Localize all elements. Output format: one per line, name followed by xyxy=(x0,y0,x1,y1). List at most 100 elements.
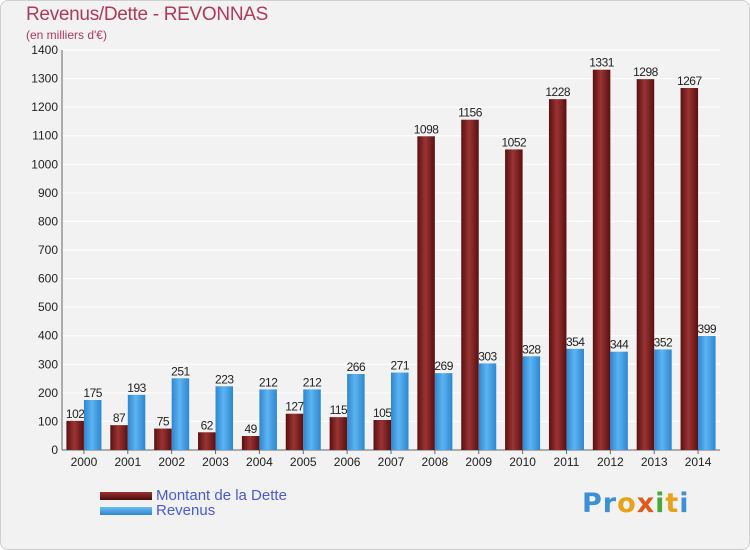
bar-revenus xyxy=(347,374,365,450)
bar-dette xyxy=(461,119,479,450)
x-tick-label: 2014 xyxy=(685,455,712,469)
data-label-dette: 127 xyxy=(285,400,304,414)
bar-revenus xyxy=(127,394,146,450)
x-tick-label: 2012 xyxy=(597,455,624,469)
bar-dette xyxy=(417,136,435,451)
data-label-revenus: 344 xyxy=(610,338,629,352)
data-label-revenus: 271 xyxy=(390,359,409,373)
data-label-revenus: 399 xyxy=(698,322,717,336)
data-label-dette: 87 xyxy=(113,411,126,425)
data-label-dette: 115 xyxy=(330,403,348,417)
data-label-dette: 1228 xyxy=(545,85,571,99)
y-tick-label: 200 xyxy=(38,386,58,400)
data-label-revenus: 223 xyxy=(215,372,234,386)
data-label-dette: 105 xyxy=(373,406,392,420)
x-tick-label: 2013 xyxy=(641,455,668,469)
y-tick-label: 1200 xyxy=(31,100,58,114)
x-tick-label: 2010 xyxy=(509,455,536,469)
x-tick-label: 2011 xyxy=(554,455,580,469)
bar-revenus xyxy=(434,373,453,450)
bar-revenus xyxy=(259,389,277,450)
data-label-revenus: 328 xyxy=(522,342,541,356)
bar-revenus xyxy=(215,386,234,450)
data-label-revenus: 212 xyxy=(303,375,322,389)
bar-dette xyxy=(241,436,260,450)
legend-label-dette: Montant de la Dette xyxy=(156,487,287,504)
data-label-revenus: 175 xyxy=(83,386,102,400)
data-label-dette: 1298 xyxy=(633,65,659,79)
bar-dette xyxy=(110,425,128,450)
data-label-dette: 75 xyxy=(157,415,170,429)
y-tick-label: 1300 xyxy=(31,72,58,86)
bar-dette xyxy=(592,69,611,450)
logo-letter: r xyxy=(602,488,618,519)
data-label-dette: 102 xyxy=(66,407,85,421)
legend-item-dette: Montant de la Dette xyxy=(100,487,287,504)
y-tick-label: 300 xyxy=(38,357,58,371)
data-label-dette: 1267 xyxy=(677,74,703,88)
data-label-revenus: 269 xyxy=(434,359,453,373)
x-tick-label: 2009 xyxy=(465,455,492,469)
data-label-revenus: 251 xyxy=(171,364,190,378)
bar-dette xyxy=(285,413,304,450)
x-tick-label: 2003 xyxy=(202,455,229,469)
bar-dette xyxy=(505,149,523,450)
x-tick-label: 2000 xyxy=(71,455,98,469)
bar-revenus xyxy=(478,363,497,450)
y-tick-label: 700 xyxy=(38,243,58,257)
data-label-revenus: 354 xyxy=(566,335,585,349)
data-label-revenus: 266 xyxy=(347,360,366,374)
bar-revenus xyxy=(391,372,409,450)
data-label-dette: 1331 xyxy=(589,56,615,70)
bar-dette xyxy=(548,99,567,451)
bar-revenus xyxy=(654,349,672,450)
bar-revenus xyxy=(171,378,190,450)
y-tick-label: 1000 xyxy=(31,157,58,171)
y-tick-label: 400 xyxy=(38,329,58,343)
data-label-dette: 1098 xyxy=(414,122,440,136)
data-label-revenus: 212 xyxy=(259,375,278,389)
legend-swatch-dette xyxy=(100,491,152,500)
legend-swatch-revenus xyxy=(100,506,152,515)
logo-letter: i xyxy=(679,488,690,519)
y-tick-label: 1400 xyxy=(31,43,58,57)
bar-dette xyxy=(66,420,84,450)
data-label-revenus: 193 xyxy=(127,381,146,395)
data-label-dette: 49 xyxy=(244,422,257,436)
bar-dette xyxy=(329,417,348,450)
bar-revenus xyxy=(698,336,716,450)
data-label-revenus: 303 xyxy=(478,349,497,363)
proxiti-logo: Proxiti xyxy=(582,488,690,519)
chart-subtitle: (en milliers d'€) xyxy=(26,28,107,42)
bar-dette xyxy=(636,79,655,451)
legend-label-revenus: Revenus xyxy=(156,502,216,519)
data-label-dette: 1052 xyxy=(501,135,527,149)
y-tick-label: 600 xyxy=(38,272,58,286)
x-tick-label: 2004 xyxy=(246,455,273,469)
x-tick-label: 2007 xyxy=(378,455,405,469)
data-label-dette: 62 xyxy=(201,418,214,432)
logo-letter: P xyxy=(582,488,603,519)
x-tick-label: 2008 xyxy=(422,455,449,469)
logo-letter: i xyxy=(655,488,666,519)
bar-revenus xyxy=(83,400,102,450)
bar-dette xyxy=(373,420,391,450)
x-tick-label: 2006 xyxy=(334,455,361,469)
bar-revenus xyxy=(610,351,628,450)
data-label-revenus: 352 xyxy=(654,335,673,349)
bar-revenus xyxy=(303,389,321,450)
chart-title: Revenus/Dette - REVONNAS xyxy=(26,4,268,25)
x-tick-label: 2001 xyxy=(114,455,141,469)
y-tick-label: 1100 xyxy=(32,129,58,143)
y-tick-label: 0 xyxy=(51,443,58,457)
data-label-dette: 1156 xyxy=(458,106,483,120)
y-tick-label: 900 xyxy=(38,186,58,200)
bar-dette xyxy=(680,88,699,450)
bar-dette xyxy=(198,432,216,450)
bar-dette xyxy=(154,428,172,450)
bar-revenus xyxy=(522,356,541,450)
y-tick-label: 500 xyxy=(38,300,58,314)
legend-item-revenus: Revenus xyxy=(100,502,215,519)
x-tick-label: 2002 xyxy=(158,455,185,469)
